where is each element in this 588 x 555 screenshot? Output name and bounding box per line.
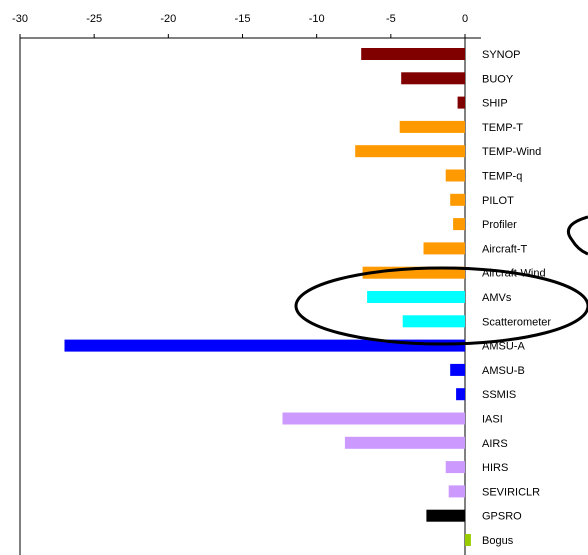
bar-airs <box>344 436 465 449</box>
x-tick-label: -20 <box>160 13 176 25</box>
category-label: SYNOP <box>482 49 521 61</box>
bar-seviriclr <box>448 485 465 498</box>
annotation-ellipse-partial <box>567 215 588 256</box>
bar-hirs <box>445 461 465 474</box>
category-label: AMVs <box>482 292 512 304</box>
category-label: TEMP-T <box>482 122 523 134</box>
bar-profiler <box>453 218 465 231</box>
category-label: PILOT <box>482 195 514 207</box>
bar-amvs <box>367 291 465 303</box>
bar-iasi <box>282 412 465 425</box>
category-label: TEMP-Wind <box>482 146 541 158</box>
bars <box>64 48 471 546</box>
annotations <box>294 215 588 346</box>
x-tick-label: -30 <box>12 13 28 25</box>
category-label: TEMP-q <box>482 171 522 183</box>
bar-aircraft-t <box>423 242 465 255</box>
bar-ssmis <box>456 388 465 401</box>
category-label: AIRS <box>482 438 508 450</box>
bar-temp-q <box>445 169 465 182</box>
category-label: Bogus <box>482 535 514 547</box>
category-label: Aircraft-T <box>482 243 528 255</box>
category-labels: SYNOP BUOY SHIP TEMP-T TEMP-Wind TEMP-q PILOT P… <box>482 49 551 547</box>
bar-amsu-b <box>450 363 465 376</box>
category-label: HIRS <box>482 462 508 474</box>
x-axis-ticks: -30 -25 -20 -15 -10 -5 0 <box>12 13 468 38</box>
bar-scatterometer <box>402 315 465 328</box>
bar-bogus <box>465 534 471 546</box>
category-label: Scatterometer <box>482 316 551 328</box>
category-label: SSMIS <box>482 389 516 401</box>
category-label: SHIP <box>482 98 508 110</box>
category-label: IASI <box>482 414 503 426</box>
x-tick-label: 0 <box>462 13 468 25</box>
category-label: AMSU-B <box>482 365 525 377</box>
x-tick-label: -10 <box>309 13 325 25</box>
bar-gpsro <box>426 509 465 522</box>
bar-temp-t <box>399 120 465 133</box>
category-label: SEVIRICLR <box>482 486 540 498</box>
x-tick-label: -15 <box>235 13 251 25</box>
bar-pilot <box>450 193 465 206</box>
category-label: BUOY <box>482 73 514 85</box>
bar-ship <box>457 96 465 109</box>
category-label: GPSRO <box>482 511 522 523</box>
bar-amsu-a <box>64 339 465 352</box>
bar-buoy <box>401 72 465 85</box>
category-label: Profiler <box>482 219 517 231</box>
category-label: AMSU-A <box>482 341 525 353</box>
annotation-ellipse-amvs-scatterometer <box>294 266 588 346</box>
bar-synop <box>361 48 465 60</box>
bar-temp-wind <box>355 145 465 158</box>
x-tick-label: -25 <box>86 13 102 25</box>
x-tick-label: -5 <box>386 13 396 25</box>
